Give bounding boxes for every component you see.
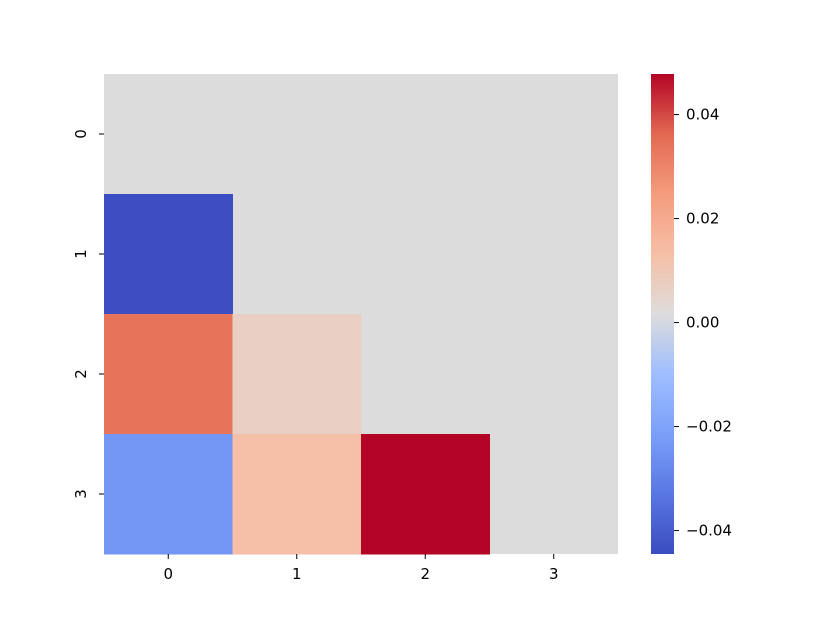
y-tick-label: 0 bbox=[72, 129, 90, 139]
y-tick-label: 3 bbox=[72, 489, 90, 499]
x-tick-label: 2 bbox=[420, 565, 430, 583]
x-axis-ticks: 0 1 2 3 bbox=[163, 554, 559, 583]
heatmap-cell-3-1 bbox=[232, 434, 362, 555]
plot-area bbox=[104, 74, 618, 555]
colorbar-tick-label: 0.02 bbox=[686, 210, 719, 228]
heatmap-cell-2-0 bbox=[104, 314, 233, 435]
colorbar-tick-label: 0.04 bbox=[686, 106, 719, 124]
colorbar-tick-label: −0.02 bbox=[686, 418, 732, 436]
y-tick-label: 2 bbox=[72, 369, 90, 379]
x-tick-label: 0 bbox=[163, 565, 173, 583]
heatmap-cell-2-1 bbox=[232, 314, 362, 435]
colorbar bbox=[651, 74, 674, 554]
y-axis-ticks: 0 1 2 3 bbox=[72, 129, 104, 499]
colorbar-tick-label: 0.00 bbox=[686, 314, 719, 332]
heatmap-cell-1-0 bbox=[104, 194, 233, 315]
colorbar-tick-label: −0.04 bbox=[686, 522, 732, 540]
heatmap-cell-3-2 bbox=[361, 434, 490, 555]
y-tick-label: 1 bbox=[72, 249, 90, 259]
colorbar-ticks: 0.04 0.02 0.00 −0.02 −0.04 bbox=[674, 106, 732, 540]
x-tick-label: 3 bbox=[549, 565, 559, 583]
x-tick-label: 1 bbox=[292, 565, 302, 583]
heatmap-cell-3-0 bbox=[104, 434, 233, 555]
